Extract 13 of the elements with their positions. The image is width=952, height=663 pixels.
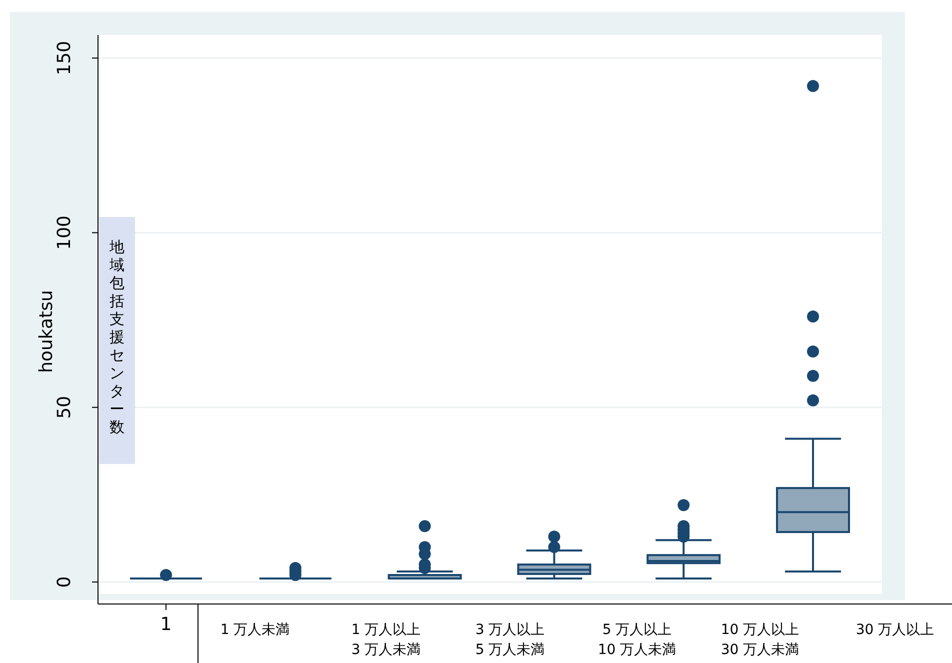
x-tick-label: 1: [160, 614, 172, 635]
text: 1 万人未満: [220, 622, 290, 638]
y-tick-label: 100: [54, 216, 75, 250]
text: 10 万人以上 30 万人未満: [720, 622, 800, 658]
text: 地域包括支援センター数: [110, 238, 124, 436]
text: 30 万人以上: [856, 622, 934, 638]
y-tick-label: 50: [54, 396, 75, 419]
y-axis-title: houkatsu: [36, 290, 57, 373]
text: 1 万人以上 3 万人未満: [351, 622, 421, 658]
text: 3 万人以上 5 万人未満: [475, 622, 545, 658]
text: 5 万人以上 10 万人未満: [598, 622, 676, 658]
y-tick-label: 150: [54, 40, 75, 76]
y-tick-label: 0: [54, 576, 75, 588]
